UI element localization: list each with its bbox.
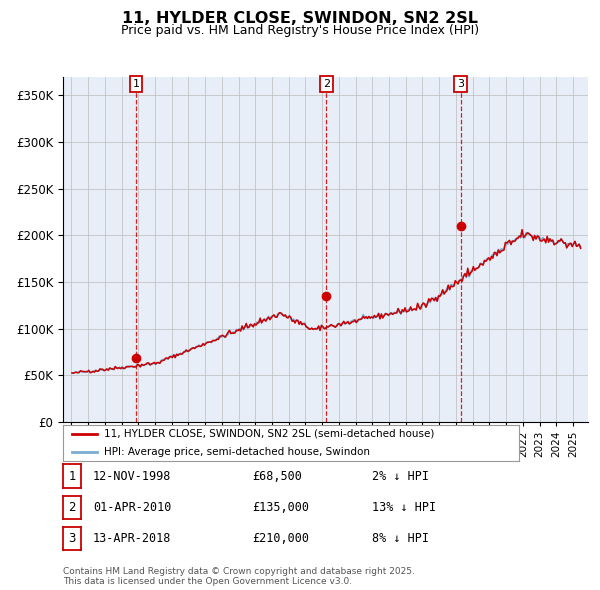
Text: Contains HM Land Registry data © Crown copyright and database right 2025.
This d: Contains HM Land Registry data © Crown c… — [63, 567, 415, 586]
Text: 1: 1 — [133, 79, 140, 89]
Text: Price paid vs. HM Land Registry's House Price Index (HPI): Price paid vs. HM Land Registry's House … — [121, 24, 479, 37]
Text: 13-APR-2018: 13-APR-2018 — [93, 532, 172, 545]
Text: 3: 3 — [68, 532, 76, 545]
Text: 1: 1 — [68, 470, 76, 483]
Text: HPI: Average price, semi-detached house, Swindon: HPI: Average price, semi-detached house,… — [104, 447, 370, 457]
Text: 8% ↓ HPI: 8% ↓ HPI — [372, 532, 429, 545]
Text: £210,000: £210,000 — [252, 532, 309, 545]
Text: 13% ↓ HPI: 13% ↓ HPI — [372, 501, 436, 514]
Text: 2% ↓ HPI: 2% ↓ HPI — [372, 470, 429, 483]
Text: £135,000: £135,000 — [252, 501, 309, 514]
Text: 2: 2 — [68, 501, 76, 514]
Text: 12-NOV-1998: 12-NOV-1998 — [93, 470, 172, 483]
Text: 3: 3 — [457, 79, 464, 89]
Text: 2: 2 — [323, 79, 330, 89]
Text: 11, HYLDER CLOSE, SWINDON, SN2 2SL (semi-detached house): 11, HYLDER CLOSE, SWINDON, SN2 2SL (semi… — [104, 429, 434, 439]
Text: £68,500: £68,500 — [252, 470, 302, 483]
Text: 11, HYLDER CLOSE, SWINDON, SN2 2SL: 11, HYLDER CLOSE, SWINDON, SN2 2SL — [122, 11, 478, 25]
Text: 01-APR-2010: 01-APR-2010 — [93, 501, 172, 514]
